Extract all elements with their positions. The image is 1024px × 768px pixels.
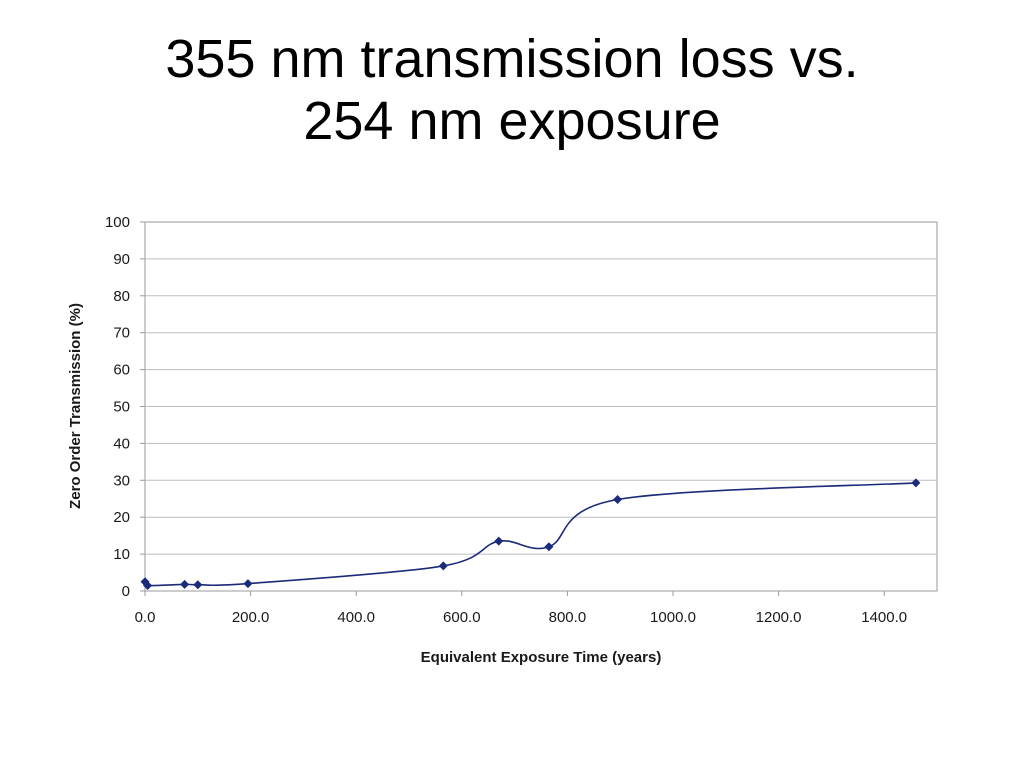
data-point	[180, 579, 190, 589]
y-tick-label: 20	[113, 509, 130, 526]
x-axis-ticks: 0.0 200.0 400.0 600.0 800.0 1000.0 1200.0 1400.…	[135, 591, 907, 626]
y-tick-label: 100	[105, 214, 130, 231]
y-axis-title: Zero Order Transmission (%)	[67, 303, 84, 509]
x-tick-label: 600.0	[443, 609, 481, 626]
x-tick-label: 400.0	[337, 609, 375, 626]
x-tick-label: 800.0	[549, 609, 587, 626]
data-point	[544, 542, 554, 552]
x-tick-label: 200.0	[232, 609, 270, 626]
slide-title: 355 nm transmission loss vs. 254 nm expo…	[0, 28, 1024, 152]
data-markers	[140, 478, 921, 590]
data-point	[243, 579, 253, 589]
data-point	[613, 494, 623, 504]
y-tick-label: 80	[113, 288, 130, 305]
y-tick-label: 50	[113, 399, 130, 416]
x-axis-title: Equivalent Exposure Time (years)	[421, 649, 662, 666]
slide-title-line-2: 254 nm exposure	[303, 91, 721, 151]
y-tick-label: 0	[122, 583, 130, 600]
y-tick-label: 40	[113, 435, 130, 452]
x-tick-label: 0.0	[135, 609, 156, 626]
y-tick-label: 60	[113, 362, 130, 379]
data-point	[911, 478, 921, 488]
data-point	[143, 580, 153, 590]
data-point	[494, 536, 504, 546]
data-point	[438, 561, 448, 571]
x-tick-label: 1400.0	[861, 609, 907, 626]
data-point	[193, 580, 203, 590]
y-axis-ticks: 0 10 20 30 40 50 60 70 80 90 100	[105, 214, 145, 600]
y-tick-label: 70	[113, 325, 130, 342]
gridlines	[145, 258, 937, 555]
y-tick-label: 10	[113, 546, 130, 563]
x-tick-label: 1200.0	[756, 609, 802, 626]
y-tick-label: 90	[113, 251, 130, 268]
x-tick-label: 1000.0	[650, 609, 696, 626]
slide-title-line-1: 355 nm transmission loss vs.	[165, 29, 859, 89]
y-tick-label: 30	[113, 472, 130, 489]
